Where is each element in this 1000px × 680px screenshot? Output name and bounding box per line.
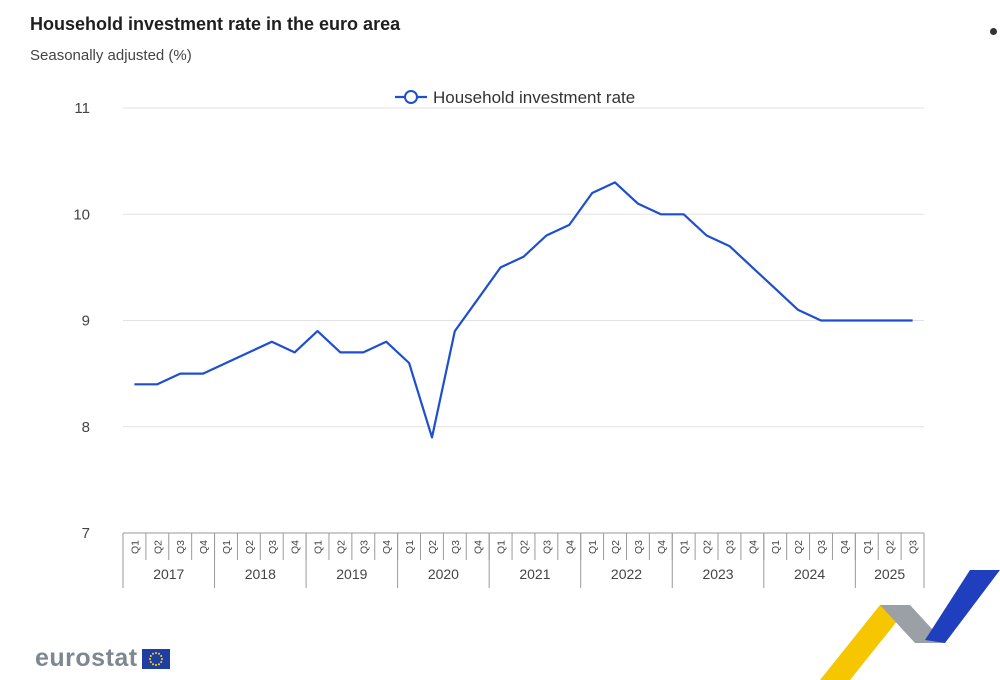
legend-label: Household investment rate (433, 88, 635, 107)
quarter-label: Q1 (496, 540, 508, 554)
quarter-label: Q1 (679, 540, 691, 554)
legend-marker-icon (404, 90, 418, 104)
quarter-label: Q2 (702, 540, 714, 554)
chart-subtitle: Seasonally adjusted (%) (30, 47, 192, 64)
quarter-label: Q2 (610, 540, 622, 554)
year-label: 2021 (519, 566, 550, 582)
x-axis: Q1 Q2 Q3 Q4 Q1 Q2 Q3 Q4 Q1 Q2 Q3 Q4 Q1 Q2 Q3 Q4 Q1 Q2 Q3 Q4… (122, 532, 925, 588)
quarter-label: Q4 (198, 540, 210, 554)
y-tick-label: 11 (74, 100, 90, 117)
quarter-label: Q3 (450, 540, 462, 554)
quarter-label: Q4 (473, 540, 485, 554)
ribbon-grey (880, 605, 945, 643)
year-label: 2019 (336, 566, 367, 582)
quarter-label: Q1 (221, 540, 233, 554)
chart-title: Household investment rate in the euro ar… (30, 14, 401, 34)
quarter-label: Q3 (724, 540, 736, 554)
ribbon-blue (925, 570, 1000, 643)
quarter-label: Q3 (908, 540, 920, 554)
year-label: 2018 (245, 566, 276, 582)
quarter-label: Q4 (747, 540, 759, 554)
y-tick-label: 9 (82, 313, 90, 330)
y-tick-label: 8 (82, 419, 90, 436)
legend[interactable]: Household investment rate (395, 88, 635, 107)
quarter-label: Q4 (839, 540, 851, 554)
eu-flag-icon (141, 648, 170, 669)
quarter-label: Q1 (129, 540, 141, 554)
more-options-icon[interactable] (990, 28, 997, 35)
ribbon-yellow (820, 605, 910, 680)
quarter-label: Q3 (541, 540, 553, 554)
y-tick-label: 10 (73, 206, 90, 223)
decorative-ribbon (820, 570, 1000, 680)
quarter-label: Q1 (770, 540, 782, 554)
year-label: 2025 (874, 566, 905, 582)
y-tick-label: 7 (82, 525, 90, 542)
quarter-label: Q4 (290, 540, 302, 554)
series-layer (134, 181, 913, 439)
quarter-label: Q2 (335, 540, 347, 554)
quarter-label: Q2 (885, 540, 897, 554)
quarter-label: Q1 (862, 540, 874, 554)
year-label: 2020 (428, 566, 459, 582)
year-label: 2022 (611, 566, 642, 582)
quarter-label: Q3 (267, 540, 279, 554)
quarter-label: Q4 (381, 540, 393, 554)
quarter-label: Q2 (152, 540, 164, 554)
quarter-label: Q2 (244, 540, 256, 554)
grid-lines (123, 107, 924, 428)
line-chart: 7 8 9 10 11 Q1 Q2 Q3 Q4 Q1 Q2 Q3 Q4 Q1 Q2 Q3 Q4 Q1 Q2 Q3 Q4… (73, 88, 925, 588)
year-label: 2024 (794, 566, 825, 582)
quarter-label: Q2 (793, 540, 805, 554)
quarter-label: Q2 (519, 540, 531, 554)
quarter-label: Q3 (816, 540, 828, 554)
quarter-label: Q3 (358, 540, 370, 554)
quarter-label: Q1 (587, 540, 599, 554)
quarter-label: Q1 (404, 540, 416, 554)
quarter-label: Q3 (633, 540, 645, 554)
series-line (134, 181, 913, 439)
quarter-label: Q1 (313, 540, 325, 554)
year-label: 2017 (153, 566, 184, 582)
y-axis: 7 8 9 10 11 (73, 100, 90, 542)
eurostat-logo: eurostat (35, 644, 170, 673)
year-label: 2023 (702, 566, 733, 582)
quarter-label: Q4 (656, 540, 668, 554)
quarter-label: Q4 (564, 540, 576, 554)
logo-text: eurostat (35, 644, 138, 672)
quarter-label: Q2 (427, 540, 439, 554)
quarter-label: Q3 (175, 540, 187, 554)
